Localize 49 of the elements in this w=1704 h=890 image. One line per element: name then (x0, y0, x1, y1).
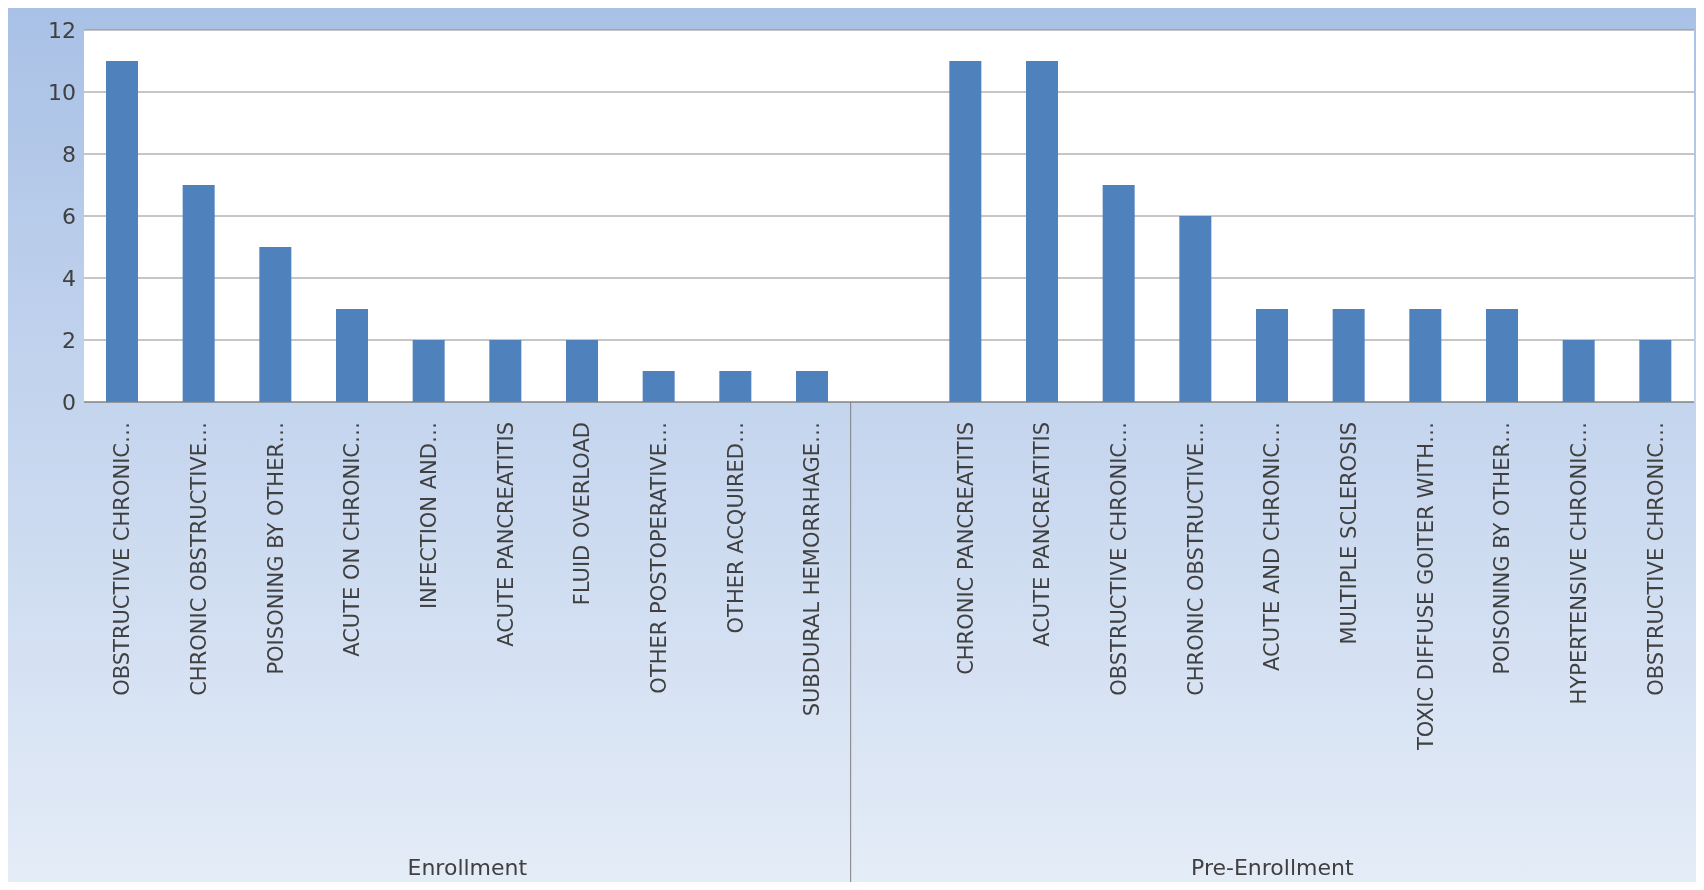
y-tick-label: 0 (62, 389, 76, 415)
y-tick-label: 4 (62, 265, 76, 291)
y-tick-label: 12 (48, 17, 76, 43)
x-tick-label: OBSTRUCTIVE CHRONIC… (1643, 422, 1668, 696)
x-tick-label: CHRONIC OBSTRUCTIVE… (187, 422, 211, 696)
bar (336, 309, 368, 402)
x-tick-label: POISONING BY OTHER… (263, 422, 288, 675)
bar (642, 371, 675, 402)
x-tick-label: OBSTRUCTIVE CHRONIC… (1107, 422, 1131, 696)
x-tick-label: ACUTE ON CHRONIC… (340, 422, 365, 657)
x-tick-label: POISONING BY OTHER… (1490, 422, 1515, 675)
y-tick-label: 10 (48, 79, 76, 105)
bar (182, 185, 215, 402)
bar (1409, 309, 1442, 402)
text: Pre-Enrollment (1190, 855, 1355, 880)
x-tick-label: ACUTE PANCREATITIS (493, 422, 518, 647)
bar (106, 61, 138, 402)
x-tick-label: SUBDURAL HEMORRHAGE… (800, 422, 825, 717)
x-tick-label: ACUTE AND CHRONIC… (1260, 422, 1285, 671)
text: Enrollment (406, 855, 529, 880)
bar (412, 340, 445, 402)
bar (1486, 309, 1518, 402)
bar (949, 61, 982, 402)
bar (259, 247, 292, 402)
x-tick-label: TOXIC DIFFUSE GOITER WITH… (1413, 422, 1438, 752)
bar (1102, 185, 1135, 402)
bar (1562, 340, 1595, 402)
bar (1026, 61, 1058, 402)
x-tick-label: ACUTE PANCREATITIS (1030, 422, 1055, 647)
x-tick-label: OTHER ACQUIRED… (723, 422, 748, 634)
bar (1256, 309, 1288, 402)
x-tick-label: FLUID OVERLOAD (570, 422, 595, 606)
x-tick-label: MULTIPLE SCLEROSIS (1337, 422, 1361, 645)
bar (719, 371, 752, 402)
y-tick-label: 6 (62, 203, 76, 229)
x-tick-label: CHRONIC PANCREATITIS (953, 422, 978, 675)
bar (1179, 216, 1212, 402)
y-tick-label: 2 (62, 327, 76, 353)
x-tick-label: OBSTRUCTIVE CHRONIC… (110, 422, 135, 696)
y-tick-label: 8 (62, 141, 76, 167)
bar (1332, 309, 1365, 402)
x-tick-label: CHRONIC OBSTRUCTIVE… (1183, 422, 1208, 696)
bar (796, 371, 828, 402)
bar (1639, 340, 1672, 402)
bar (489, 340, 522, 402)
x-tick-label: INFECTION AND… (417, 422, 441, 610)
bar (566, 340, 598, 402)
x-tick-label: OTHER POSTOPERATIVE… (647, 422, 671, 694)
x-tick-label: HYPERTENSIVE CHRONIC… (1567, 422, 1591, 705)
